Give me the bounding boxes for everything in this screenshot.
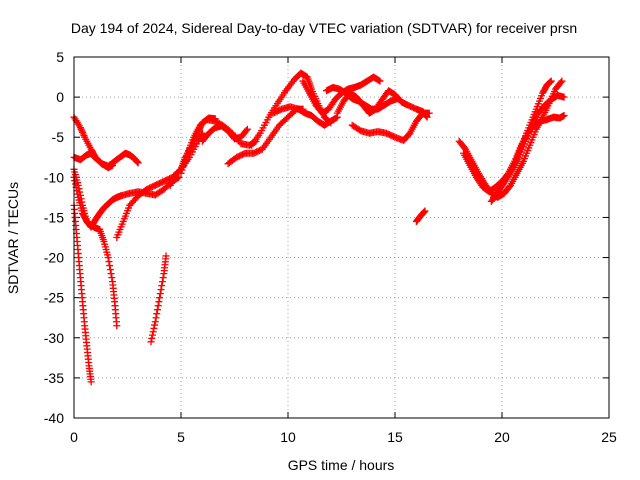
y-tick-label: -20 (44, 250, 64, 266)
data-point (78, 127, 86, 135)
data-series-16 (299, 73, 384, 117)
data-point (151, 321, 159, 329)
data-point (153, 306, 161, 314)
data-point (151, 318, 159, 326)
data-point (76, 124, 84, 132)
data-point (133, 157, 141, 165)
y-tick-label: -5 (52, 129, 65, 145)
data-point (182, 153, 190, 161)
y-tick-label: -35 (44, 370, 64, 386)
y-tick-label: -15 (44, 209, 64, 225)
data-series-3 (70, 165, 125, 231)
x-tick-label: 10 (280, 429, 296, 445)
data-point (152, 314, 160, 322)
data-point (80, 132, 88, 140)
data-point (113, 322, 121, 330)
y-axis-label: SDTVAR / TECUs (5, 182, 21, 294)
y-tick-label: -25 (44, 290, 64, 306)
data-point (148, 334, 156, 342)
data-point (71, 177, 79, 185)
data-series-2 (70, 149, 142, 170)
data-point (179, 163, 187, 171)
data-point (181, 156, 189, 164)
data-point (156, 294, 164, 302)
data-series-21 (455, 77, 566, 201)
data-point (162, 252, 170, 260)
data-point (547, 78, 555, 86)
y-tick-label: -10 (44, 169, 64, 185)
data-series-6 (96, 225, 121, 330)
data-point (421, 207, 429, 215)
data-point (148, 331, 156, 339)
data-point (546, 78, 554, 86)
chart-title: Day 194 of 2024, Sidereal Day-to-day VTE… (71, 20, 577, 36)
axes: 0 5 10 15 20 25 5 0 -5 -10 -15 -20 -25 -30 -35 -40 (44, 49, 617, 445)
data-point (156, 290, 164, 298)
y-tick-label: -30 (44, 330, 64, 346)
data-point (147, 338, 155, 346)
data-point (158, 282, 166, 290)
data-point (425, 109, 433, 117)
data-point (71, 180, 79, 188)
data-point (243, 125, 251, 133)
data-point (79, 128, 87, 136)
data-point (150, 324, 158, 332)
data-point (87, 378, 95, 386)
data-series-9 (147, 252, 170, 346)
data-point (376, 77, 384, 85)
data-series-12 (198, 122, 251, 145)
data-point (159, 274, 167, 282)
y-tick-label: -40 (44, 410, 64, 426)
data-point (77, 125, 85, 133)
data-point (74, 190, 82, 198)
x-tick-label: 0 (70, 429, 78, 445)
data-point (560, 93, 568, 101)
data-point (107, 270, 115, 278)
data-point (73, 187, 81, 195)
data-point (134, 159, 142, 167)
data-point (332, 114, 340, 122)
data-point (557, 78, 565, 86)
x-tick-label: 25 (601, 429, 617, 445)
data-point (108, 274, 116, 282)
data-point (242, 127, 250, 135)
data-point (133, 158, 141, 166)
data-point (79, 130, 87, 138)
data-point (155, 298, 163, 306)
data-series-19 (348, 109, 433, 144)
y-tick-label: 0 (56, 89, 64, 105)
data-point (104, 254, 112, 262)
data-point (547, 77, 555, 85)
plot-frame (73, 56, 610, 419)
data-point (105, 258, 113, 266)
data-series-4 (70, 201, 95, 386)
data-point (420, 208, 428, 216)
y-tick-label: 5 (56, 49, 64, 65)
x-axis-label: GPS time / hours (288, 457, 395, 473)
data-point (177, 169, 185, 177)
data-point (106, 266, 114, 274)
data-series-20 (412, 207, 429, 225)
data-point (180, 159, 188, 167)
x-tick-label: 15 (387, 429, 403, 445)
data-point (157, 286, 165, 294)
data-points (70, 69, 568, 386)
data-point (560, 112, 568, 120)
data-point (158, 278, 166, 286)
data-series-15 (269, 103, 341, 129)
data-point (153, 310, 161, 318)
data-point (198, 129, 206, 137)
data-point (178, 166, 186, 174)
data-point (420, 209, 428, 217)
data-series-24 (489, 92, 568, 201)
data-point (558, 77, 566, 85)
data-point (198, 131, 206, 139)
data-point (106, 262, 114, 270)
x-tick-label: 20 (494, 429, 510, 445)
data-point (149, 328, 157, 336)
data-point (375, 76, 383, 84)
x-tick-label: 5 (177, 429, 185, 445)
data-point (154, 302, 162, 310)
